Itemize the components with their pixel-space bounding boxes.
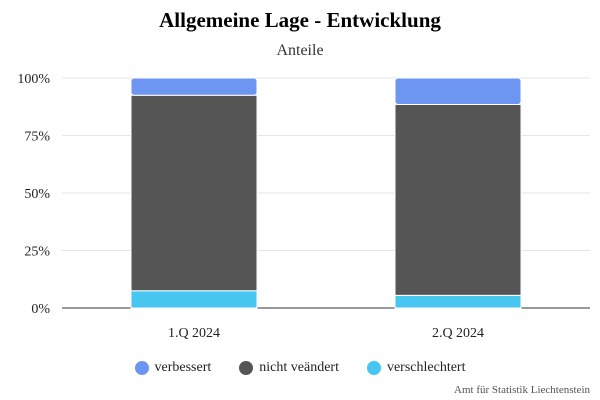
x-tick-label: 1.Q 2024: [168, 326, 220, 341]
legend-label-nicht-veraendert: nicht veändert: [259, 360, 339, 375]
x-tick-label: 2.Q 2024: [432, 326, 484, 341]
legend-swatch-verschlechtert: [366, 361, 381, 375]
y-tick-label: 75%: [24, 130, 50, 145]
legend-label-verschlechtert: verschlechtert: [386, 360, 466, 375]
credits: Amt für Statistik Liechtenstein: [454, 384, 590, 396]
bar-segment-nicht-veändert[interactable]: [130, 94, 258, 292]
y-tick-label: 50%: [24, 187, 50, 202]
bar-segment-verschlechtert[interactable]: [394, 294, 522, 309]
legend-item-verschlechtert[interactable]: verschlechtert: [366, 360, 466, 376]
bar-segment-verbessert[interactable]: [130, 77, 258, 96]
bar-segment-nicht-veändert[interactable]: [394, 103, 522, 296]
legend-swatch-verbessert: [134, 361, 149, 375]
bar-segment-verschlechtert[interactable]: [130, 290, 258, 309]
bar-segment-verbessert[interactable]: [394, 77, 522, 105]
y-tick-label: 25%: [24, 245, 50, 260]
chart-title: Allgemeine Lage - Entwicklung: [159, 8, 441, 32]
chart-subtitle: Anteile: [276, 42, 324, 59]
legend-item-verbessert[interactable]: verbessert: [134, 360, 212, 376]
legend-swatch-nicht-veraendert: [239, 361, 254, 375]
legend: verbessert nicht veändert verschlechtert: [0, 360, 600, 376]
y-tick-label: 100%: [17, 72, 50, 87]
legend-item-nicht-veraendert[interactable]: nicht veändert: [239, 360, 339, 376]
legend-label-verbessert: verbessert: [154, 360, 212, 375]
y-tick-label: 0%: [31, 302, 50, 317]
